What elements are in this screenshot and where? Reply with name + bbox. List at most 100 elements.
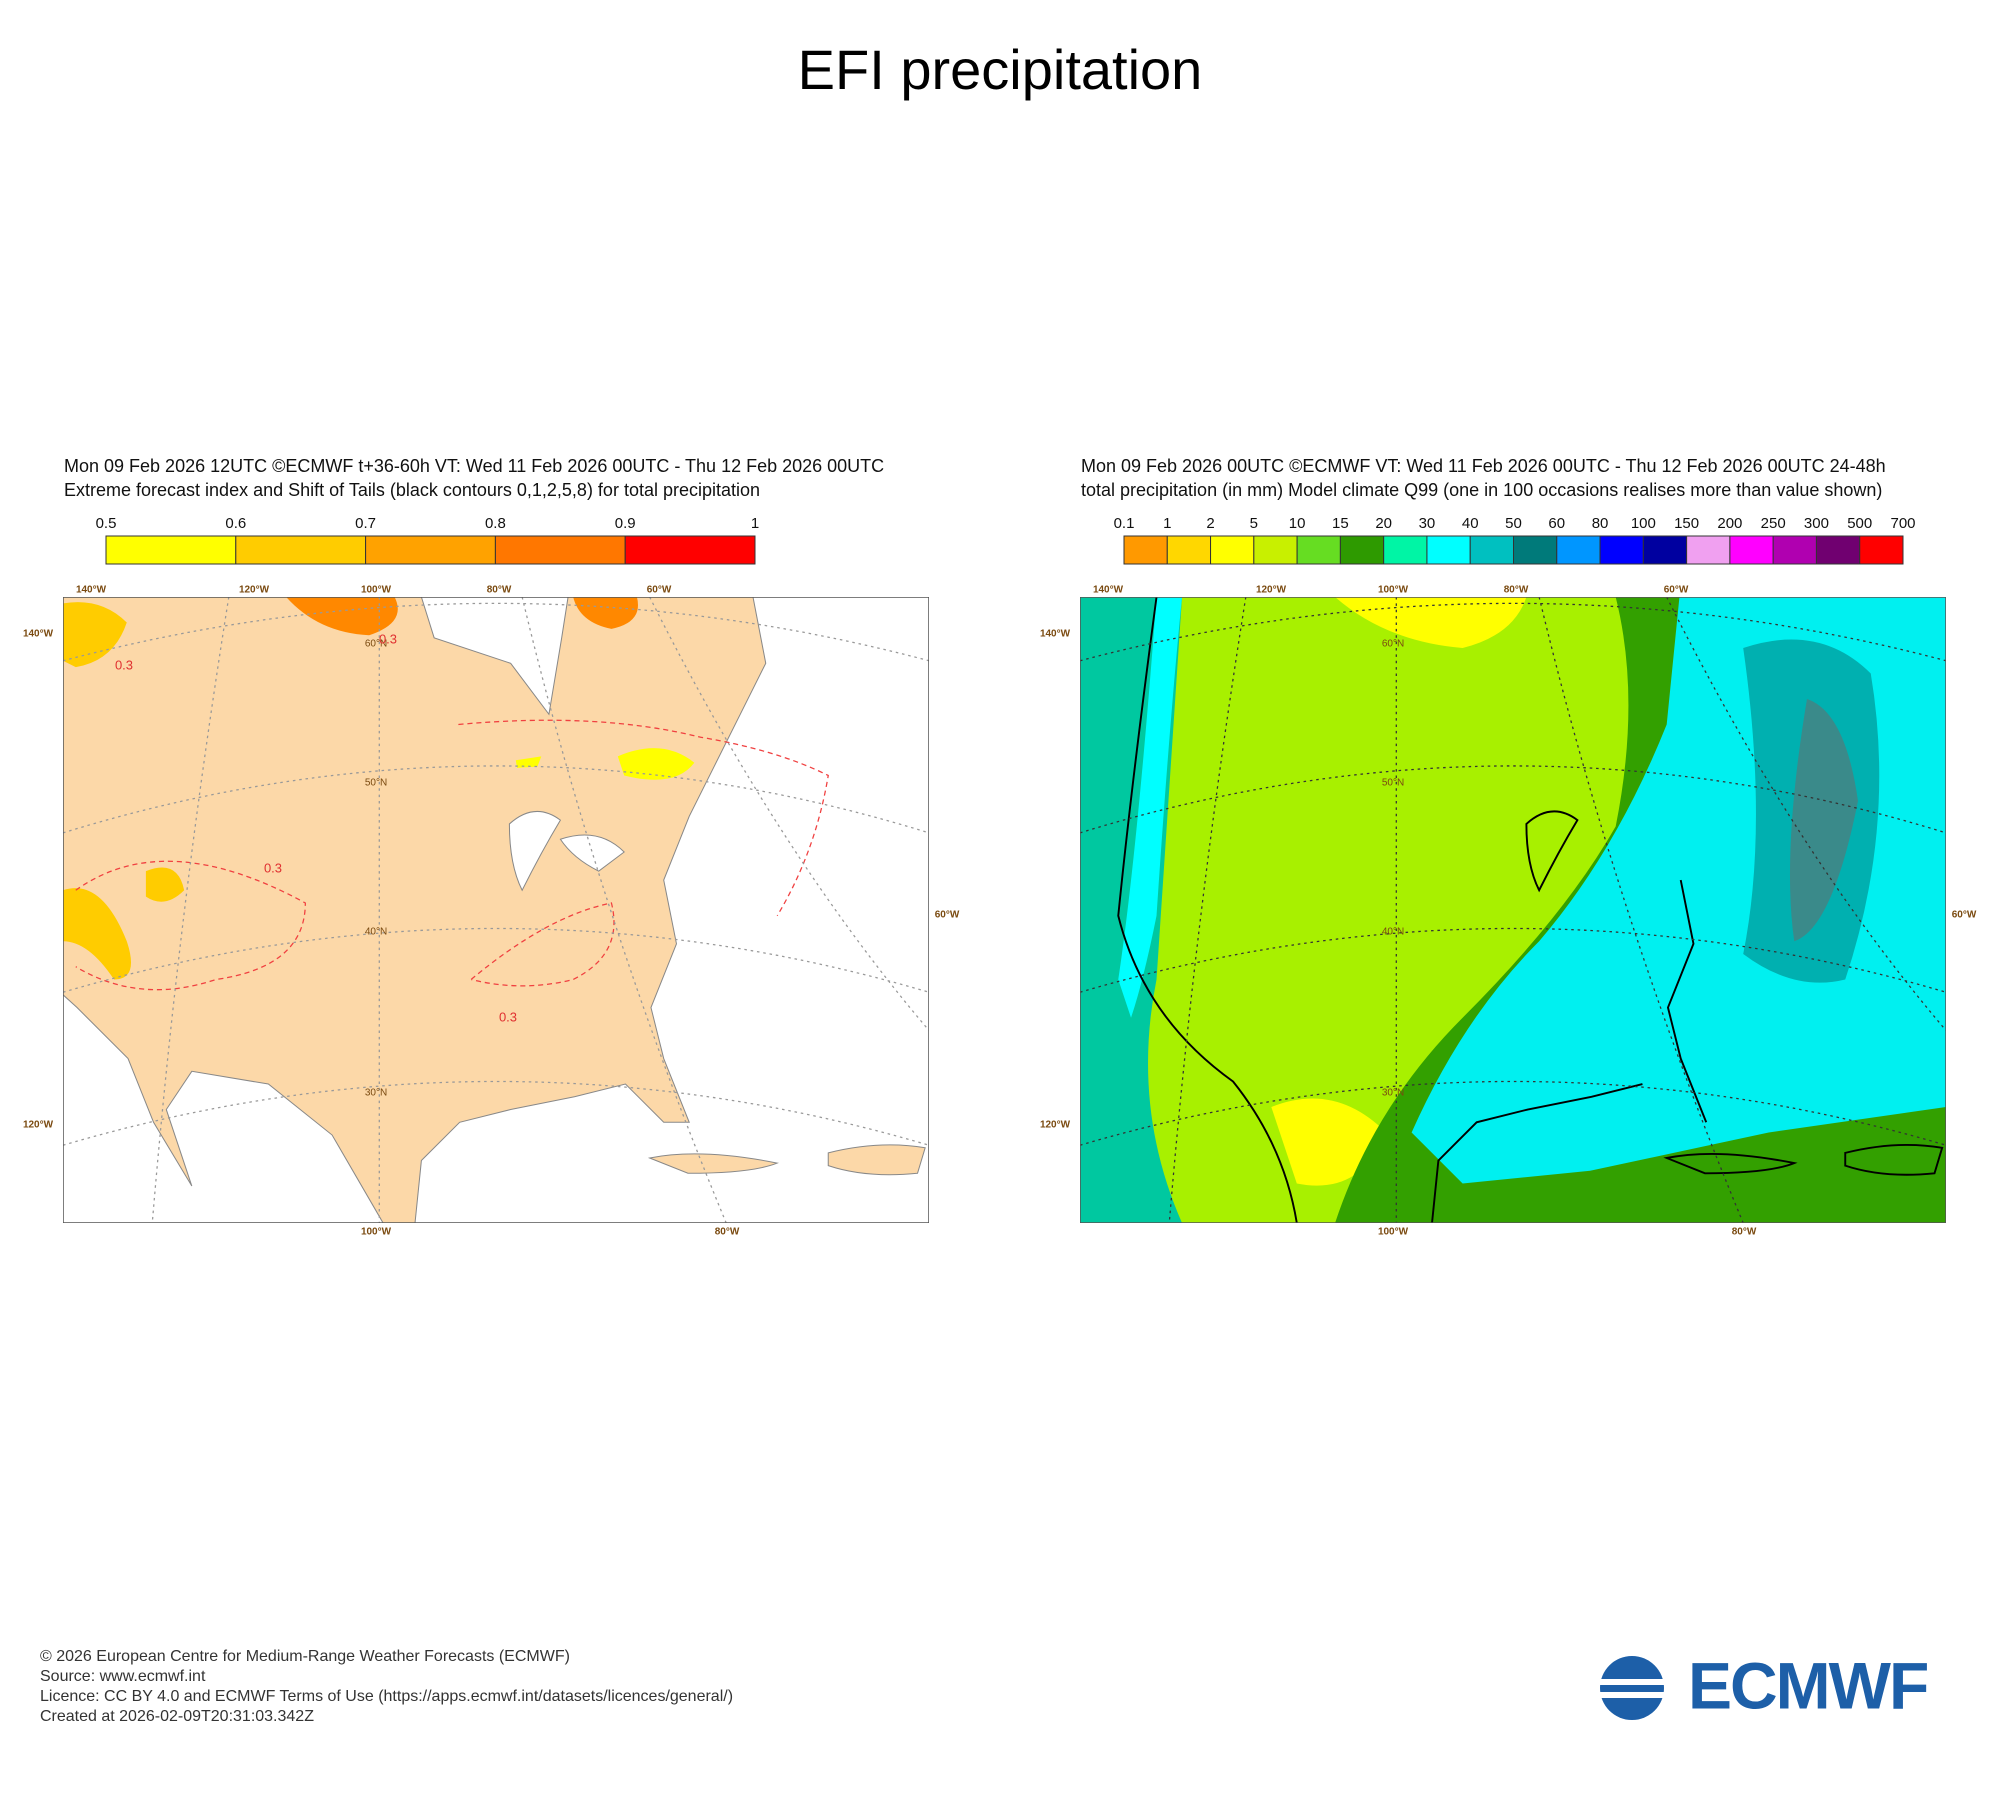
panel-header: total precipitation (in mm) Model climat… <box>1081 480 1882 500</box>
colorbar-label: 250 <box>1761 515 1786 532</box>
colorbar-swatch <box>1426 535 1471 565</box>
lon-label: 100°W <box>361 585 392 596</box>
field-area <box>1271 597 1527 1186</box>
colorbar-swatch <box>1469 535 1514 565</box>
colorbar-label: 100 <box>1631 515 1656 532</box>
colorbar-label: 150 <box>1674 515 1699 532</box>
lat-label: 60°N <box>365 639 387 650</box>
contour-label: 0.3 <box>499 1009 517 1024</box>
colorbar-label: 0.7 <box>355 515 376 532</box>
colorbar-swatch <box>1686 535 1731 565</box>
efi-area <box>286 597 398 636</box>
lon-label: 100°W <box>1378 585 1409 596</box>
lon-label: 60°W <box>1664 585 1689 596</box>
logo-mark <box>1600 1656 1664 1720</box>
coastline <box>1117 597 1708 1223</box>
field-area <box>1789 698 1858 942</box>
colorbar-label: 2 <box>1206 515 1214 532</box>
lat-label: 50°N <box>1382 778 1404 789</box>
lon-label: 140°W <box>1093 585 1124 596</box>
logo-text: ECMWF <box>1688 1648 1927 1722</box>
colorbar-swatch <box>235 535 367 565</box>
lon-label: 80°W <box>1504 585 1529 596</box>
colorbar-swatch <box>1513 535 1558 565</box>
efi-area <box>573 597 638 629</box>
contour-label: 0.3 <box>115 657 133 672</box>
contour-label: 0.3 <box>379 631 397 646</box>
colorbar-label: 1 <box>751 515 759 532</box>
lat-label: 50°N <box>365 778 387 789</box>
lon-label: 120°W <box>239 585 270 596</box>
colorbar-swatch <box>624 535 756 565</box>
colorbar-label: 0.6 <box>225 515 246 532</box>
colorbar-swatch <box>1166 535 1212 565</box>
lat-label: 120°W <box>23 1120 54 1131</box>
colorbar-label: 10 <box>1289 515 1306 532</box>
efi-area <box>63 867 185 980</box>
colorbar-swatch <box>1859 535 1904 565</box>
lon-label: 80°W <box>1732 1227 1757 1238</box>
lon-label: 100°W <box>361 1227 392 1238</box>
lat-label: 140°W <box>23 629 54 640</box>
colorbar-label: 0.5 <box>96 515 117 532</box>
colorbar-swatch <box>1642 535 1688 565</box>
graticule <box>63 597 929 1223</box>
colorbar-label: 60 <box>1548 515 1565 532</box>
lat-label: 60°N <box>1382 639 1404 650</box>
colorbar-label: 50 <box>1505 515 1522 532</box>
colorbar-label: 80 <box>1592 515 1609 532</box>
colorbar-swatch <box>1123 535 1168 565</box>
lon-label: 120°W <box>1256 585 1287 596</box>
field-area <box>1118 597 1183 1018</box>
colorbar-swatch <box>1339 535 1385 565</box>
logo-stripe <box>1598 1692 1668 1698</box>
lat-label: 40°N <box>1382 927 1404 938</box>
panel-header: Extreme forecast index and Shift of Tail… <box>64 480 760 500</box>
colorbar-label: 30 <box>1419 515 1436 532</box>
colorbar-swatch <box>494 535 626 565</box>
colorbar-label: 500 <box>1847 515 1872 532</box>
colorbar-label: 5 <box>1250 515 1258 532</box>
footer-line: Source: www.ecmwf.int <box>40 1668 206 1685</box>
colorbar-swatch <box>1599 535 1644 565</box>
lon-label: 80°W <box>715 1227 740 1238</box>
coastline <box>1525 810 1944 1176</box>
islands <box>647 1144 926 1176</box>
colorbar-label: 0.9 <box>615 515 636 532</box>
panel-header: Mon 09 Feb 2026 00UTC ©ECMWF VT: Wed 11 … <box>1081 456 1886 476</box>
colorbar-swatch <box>365 535 496 565</box>
colorbar-label: 700 <box>1890 515 1915 532</box>
colorbar-swatch <box>1210 535 1255 565</box>
q99-map <box>1080 597 1946 1223</box>
graticule <box>1080 597 1946 1223</box>
colorbar-swatch <box>1772 535 1817 565</box>
colorbar-swatch <box>1556 535 1601 565</box>
efi-map <box>63 597 929 1223</box>
land <box>63 597 767 1223</box>
colorbar-swatch <box>1729 535 1774 565</box>
contour-label: 0.3 <box>264 860 282 875</box>
lon-label: 100°W <box>1378 1227 1409 1238</box>
logo-stripe <box>1598 1679 1668 1685</box>
great-lakes <box>508 811 625 892</box>
lat-label: 140°W <box>1040 629 1071 640</box>
footer-line: Created at 2026-02-09T20:31:03.342Z <box>40 1708 314 1725</box>
colorbar-label: 1 <box>1163 515 1171 532</box>
lon-label: 80°W <box>487 585 512 596</box>
lat-label: 40°N <box>365 927 387 938</box>
sot-contour <box>75 719 829 991</box>
lat-label: 120°W <box>1040 1120 1071 1131</box>
colorbar-swatch <box>105 535 237 565</box>
lat-label: 30°N <box>365 1088 387 1099</box>
colorbar-label: 300 <box>1804 515 1829 532</box>
lon-label: 60°W <box>1952 910 1977 921</box>
ecmwf-logo: ECMWF <box>1598 1648 1929 1722</box>
colorbar-swatch <box>1815 535 1861 565</box>
colorbar-swatch <box>1253 535 1298 565</box>
page-title: EFI precipitation <box>798 38 1203 101</box>
colorbar-label: 200 <box>1717 515 1742 532</box>
lon-label: 60°W <box>935 910 960 921</box>
